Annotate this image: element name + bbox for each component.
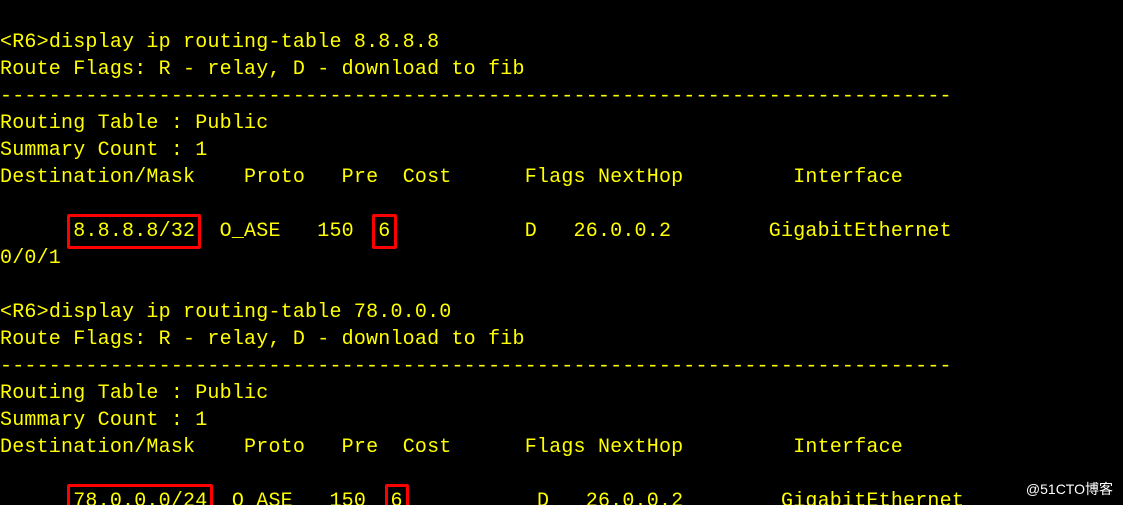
divider-line: ----------------------------------------… xyxy=(0,85,952,108)
spacer xyxy=(195,220,219,243)
row-pre: 150 xyxy=(329,490,366,505)
row-cost-highlighted: 6 xyxy=(391,488,403,505)
blank-line xyxy=(0,193,12,216)
spacer xyxy=(195,436,244,459)
col-proto: Proto xyxy=(244,436,305,459)
blank-line xyxy=(0,274,12,297)
spacer xyxy=(671,220,769,243)
spacer xyxy=(207,490,231,505)
row-dest-highlighted: 78.0.0.0/24 xyxy=(73,488,207,505)
row-flags: D xyxy=(537,490,549,505)
row-flags: D xyxy=(525,220,537,243)
row-proto: O_ASE xyxy=(232,490,293,505)
spacer xyxy=(354,220,378,243)
spacer xyxy=(452,166,525,189)
row-nexthop: 26.0.0.2 xyxy=(586,490,684,505)
spacer xyxy=(305,166,342,189)
spacer xyxy=(305,436,342,459)
row-nexthop: 26.0.0.2 xyxy=(574,220,672,243)
spacer xyxy=(366,490,390,505)
col-pre: Pre xyxy=(342,166,379,189)
summary-count: Summary Count : 1 xyxy=(0,139,207,162)
divider-line: ----------------------------------------… xyxy=(0,355,952,378)
spacer xyxy=(378,166,402,189)
col-cost: Cost xyxy=(403,166,452,189)
routing-table-title: Routing Table : Public xyxy=(0,382,268,405)
spacer xyxy=(281,220,318,243)
col-nexthop: NextHop xyxy=(598,166,683,189)
col-interface: Interface xyxy=(793,436,903,459)
spacer xyxy=(293,490,330,505)
command-text: display ip routing-table 8.8.8.8 xyxy=(49,31,439,54)
col-dest: Destination/Mask xyxy=(0,166,195,189)
spacer xyxy=(452,436,525,459)
spacer xyxy=(403,490,537,505)
spacer xyxy=(195,166,244,189)
spacer xyxy=(378,436,402,459)
col-flags: Flags xyxy=(525,166,586,189)
spacer xyxy=(586,166,598,189)
spacer xyxy=(683,166,793,189)
col-proto: Proto xyxy=(244,166,305,189)
route-flags-line: Route Flags: R - relay, D - download to … xyxy=(0,328,525,351)
col-dest: Destination/Mask xyxy=(0,436,195,459)
prompt-host: <R6> xyxy=(0,31,49,54)
spacer xyxy=(0,490,73,505)
summary-count: Summary Count : 1 xyxy=(0,409,207,432)
command-text: display ip routing-table 78.0.0.0 xyxy=(49,301,452,324)
spacer xyxy=(586,436,598,459)
terminal-output: <R6>display ip routing-table 8.8.8.8 Rou… xyxy=(0,0,1123,505)
route-flags-line: Route Flags: R - relay, D - download to … xyxy=(0,58,525,81)
routing-table-title: Routing Table : Public xyxy=(0,112,268,135)
blank-line xyxy=(0,463,12,486)
row-dest-highlighted: 8.8.8.8/32 xyxy=(73,218,195,245)
col-cost: Cost xyxy=(403,436,452,459)
col-nexthop: NextHop xyxy=(598,436,683,459)
spacer xyxy=(391,220,525,243)
row-pre: 150 xyxy=(317,220,354,243)
row-interface: GigabitEthernet xyxy=(769,220,952,243)
spacer xyxy=(537,220,574,243)
col-flags: Flags xyxy=(525,436,586,459)
row-cost-highlighted: 6 xyxy=(378,218,390,245)
watermark-text: @51CTO博客 xyxy=(1026,479,1113,499)
col-interface: Interface xyxy=(793,166,903,189)
spacer xyxy=(683,490,781,505)
row-interface: GigabitEthernet xyxy=(781,490,964,505)
spacer xyxy=(549,490,586,505)
row-proto: O_ASE xyxy=(220,220,281,243)
row-interface-cont: 0/0/1 xyxy=(0,247,61,270)
spacer xyxy=(683,436,793,459)
col-pre: Pre xyxy=(342,436,379,459)
spacer xyxy=(0,220,73,243)
prompt-host: <R6> xyxy=(0,301,49,324)
